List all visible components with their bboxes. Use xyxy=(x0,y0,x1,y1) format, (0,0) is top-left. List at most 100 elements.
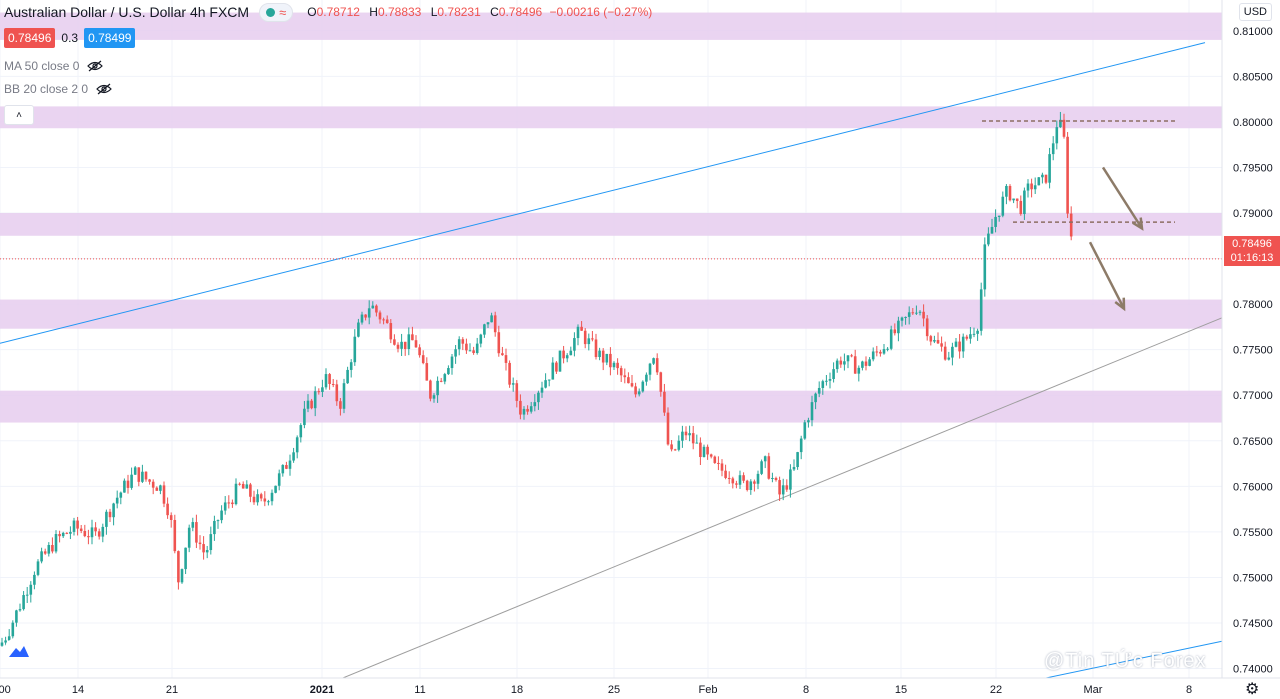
candle-body xyxy=(857,367,861,374)
symbol-title[interactable]: Australian Dollar / U.S. Dollar 4h FXCM xyxy=(4,4,250,20)
candle-body xyxy=(695,442,699,444)
candle-body xyxy=(504,355,508,363)
candle-body xyxy=(979,289,983,331)
candle-body xyxy=(825,380,828,382)
settings-gear-icon[interactable]: ⚙ xyxy=(1245,681,1260,698)
candle-body xyxy=(1015,198,1019,201)
candle-body xyxy=(385,319,389,324)
ohlc-low-key: L xyxy=(430,5,438,19)
sr-zone xyxy=(0,390,1222,423)
candle-body xyxy=(677,440,681,450)
candle-body xyxy=(267,501,270,503)
candle-body xyxy=(994,216,997,227)
candle-body xyxy=(202,544,205,553)
candle-body xyxy=(1001,196,1005,216)
candle-body xyxy=(544,380,547,388)
x-tick-label: 21 xyxy=(166,684,178,696)
candle-body xyxy=(126,480,130,488)
candle-body xyxy=(846,355,850,362)
y-tick-label: 0.77000 xyxy=(1233,390,1273,402)
tradingview-logo-icon[interactable] xyxy=(4,637,34,665)
candle-body xyxy=(79,528,83,531)
buy-price-button[interactable]: 0.78499 xyxy=(84,28,136,48)
candle-body xyxy=(580,326,583,331)
candle-body xyxy=(1051,143,1055,155)
candle-body xyxy=(1019,200,1023,215)
sr-zone xyxy=(0,299,1222,329)
candle-body xyxy=(619,368,623,376)
candle-body xyxy=(911,312,915,314)
candle-body xyxy=(472,350,475,354)
candle-body xyxy=(763,456,767,462)
candle-body xyxy=(907,312,911,317)
candle-body xyxy=(274,485,277,493)
candle-body xyxy=(670,444,673,450)
candle-body xyxy=(51,544,54,552)
eye-hidden-icon[interactable] xyxy=(87,60,104,72)
currency-button[interactable]: USD xyxy=(1238,3,1272,21)
candle-body xyxy=(493,315,497,333)
candle-body xyxy=(519,400,522,415)
sell-price-button[interactable]: 0.78496 xyxy=(4,28,56,48)
candle-body xyxy=(810,402,814,421)
candle-body xyxy=(407,334,411,349)
candle-body xyxy=(148,479,151,482)
candle-body xyxy=(259,494,263,499)
candle-body xyxy=(220,510,223,521)
candle-body xyxy=(760,461,763,474)
candle-body xyxy=(868,359,871,366)
market-status-pill[interactable]: ≈ xyxy=(259,2,294,22)
candle-body xyxy=(508,362,511,385)
candle-body xyxy=(814,393,817,403)
candle-body xyxy=(97,531,101,537)
candle-body xyxy=(108,511,112,518)
candle-body xyxy=(227,502,231,504)
candle-body xyxy=(839,360,843,365)
candle-body xyxy=(349,362,353,370)
candle-body xyxy=(947,357,951,360)
ohlc-high: 0.78833 xyxy=(377,5,422,19)
x-tick-label: Mar xyxy=(1084,684,1103,696)
candle-body xyxy=(828,379,832,381)
candle-body xyxy=(861,361,864,368)
candle-body xyxy=(616,362,619,369)
candle-body xyxy=(569,350,573,356)
candle-body xyxy=(457,339,461,350)
candle-body xyxy=(216,520,220,522)
candle-body xyxy=(835,360,839,370)
candle-body xyxy=(515,383,519,401)
candle-body xyxy=(306,400,310,409)
candle-body xyxy=(969,334,972,339)
candle-body xyxy=(195,522,198,543)
indicator-bb[interactable]: BB 20 close 2 0 xyxy=(4,82,112,96)
candle-body xyxy=(403,341,407,349)
candle-body xyxy=(727,477,731,479)
ohlc-change: −0.00216 (−0.27%) xyxy=(549,5,653,19)
candle-body xyxy=(897,320,900,334)
candle-body xyxy=(159,485,162,491)
collapse-legend-button[interactable]: ˄ xyxy=(4,105,34,125)
x-tick-label: 25 xyxy=(608,684,620,696)
candle-body xyxy=(652,358,655,364)
candle-body xyxy=(501,353,504,356)
watermark: @Tin TỨc Forex xyxy=(1044,650,1207,672)
candle-body xyxy=(1066,136,1069,214)
candle-body xyxy=(731,478,735,484)
chart-header: Australian Dollar / U.S. Dollar 4h FXCM … xyxy=(4,2,652,22)
candle-body xyxy=(177,551,180,583)
candle-body xyxy=(25,594,29,596)
candle-body xyxy=(130,474,133,488)
candle-body xyxy=(587,338,591,345)
candle-body xyxy=(295,437,299,453)
candle-body xyxy=(738,475,742,485)
eye-hidden-icon[interactable] xyxy=(96,83,112,95)
candle-body xyxy=(65,532,69,534)
candle-body xyxy=(558,350,562,372)
candle-body xyxy=(375,305,378,313)
candle-body xyxy=(180,569,184,583)
x-tick-label: 18 xyxy=(511,684,523,696)
arrow-head xyxy=(1131,217,1144,231)
candle-body xyxy=(925,318,929,337)
indicator-ma[interactable]: MA 50 close 0 xyxy=(4,59,104,73)
